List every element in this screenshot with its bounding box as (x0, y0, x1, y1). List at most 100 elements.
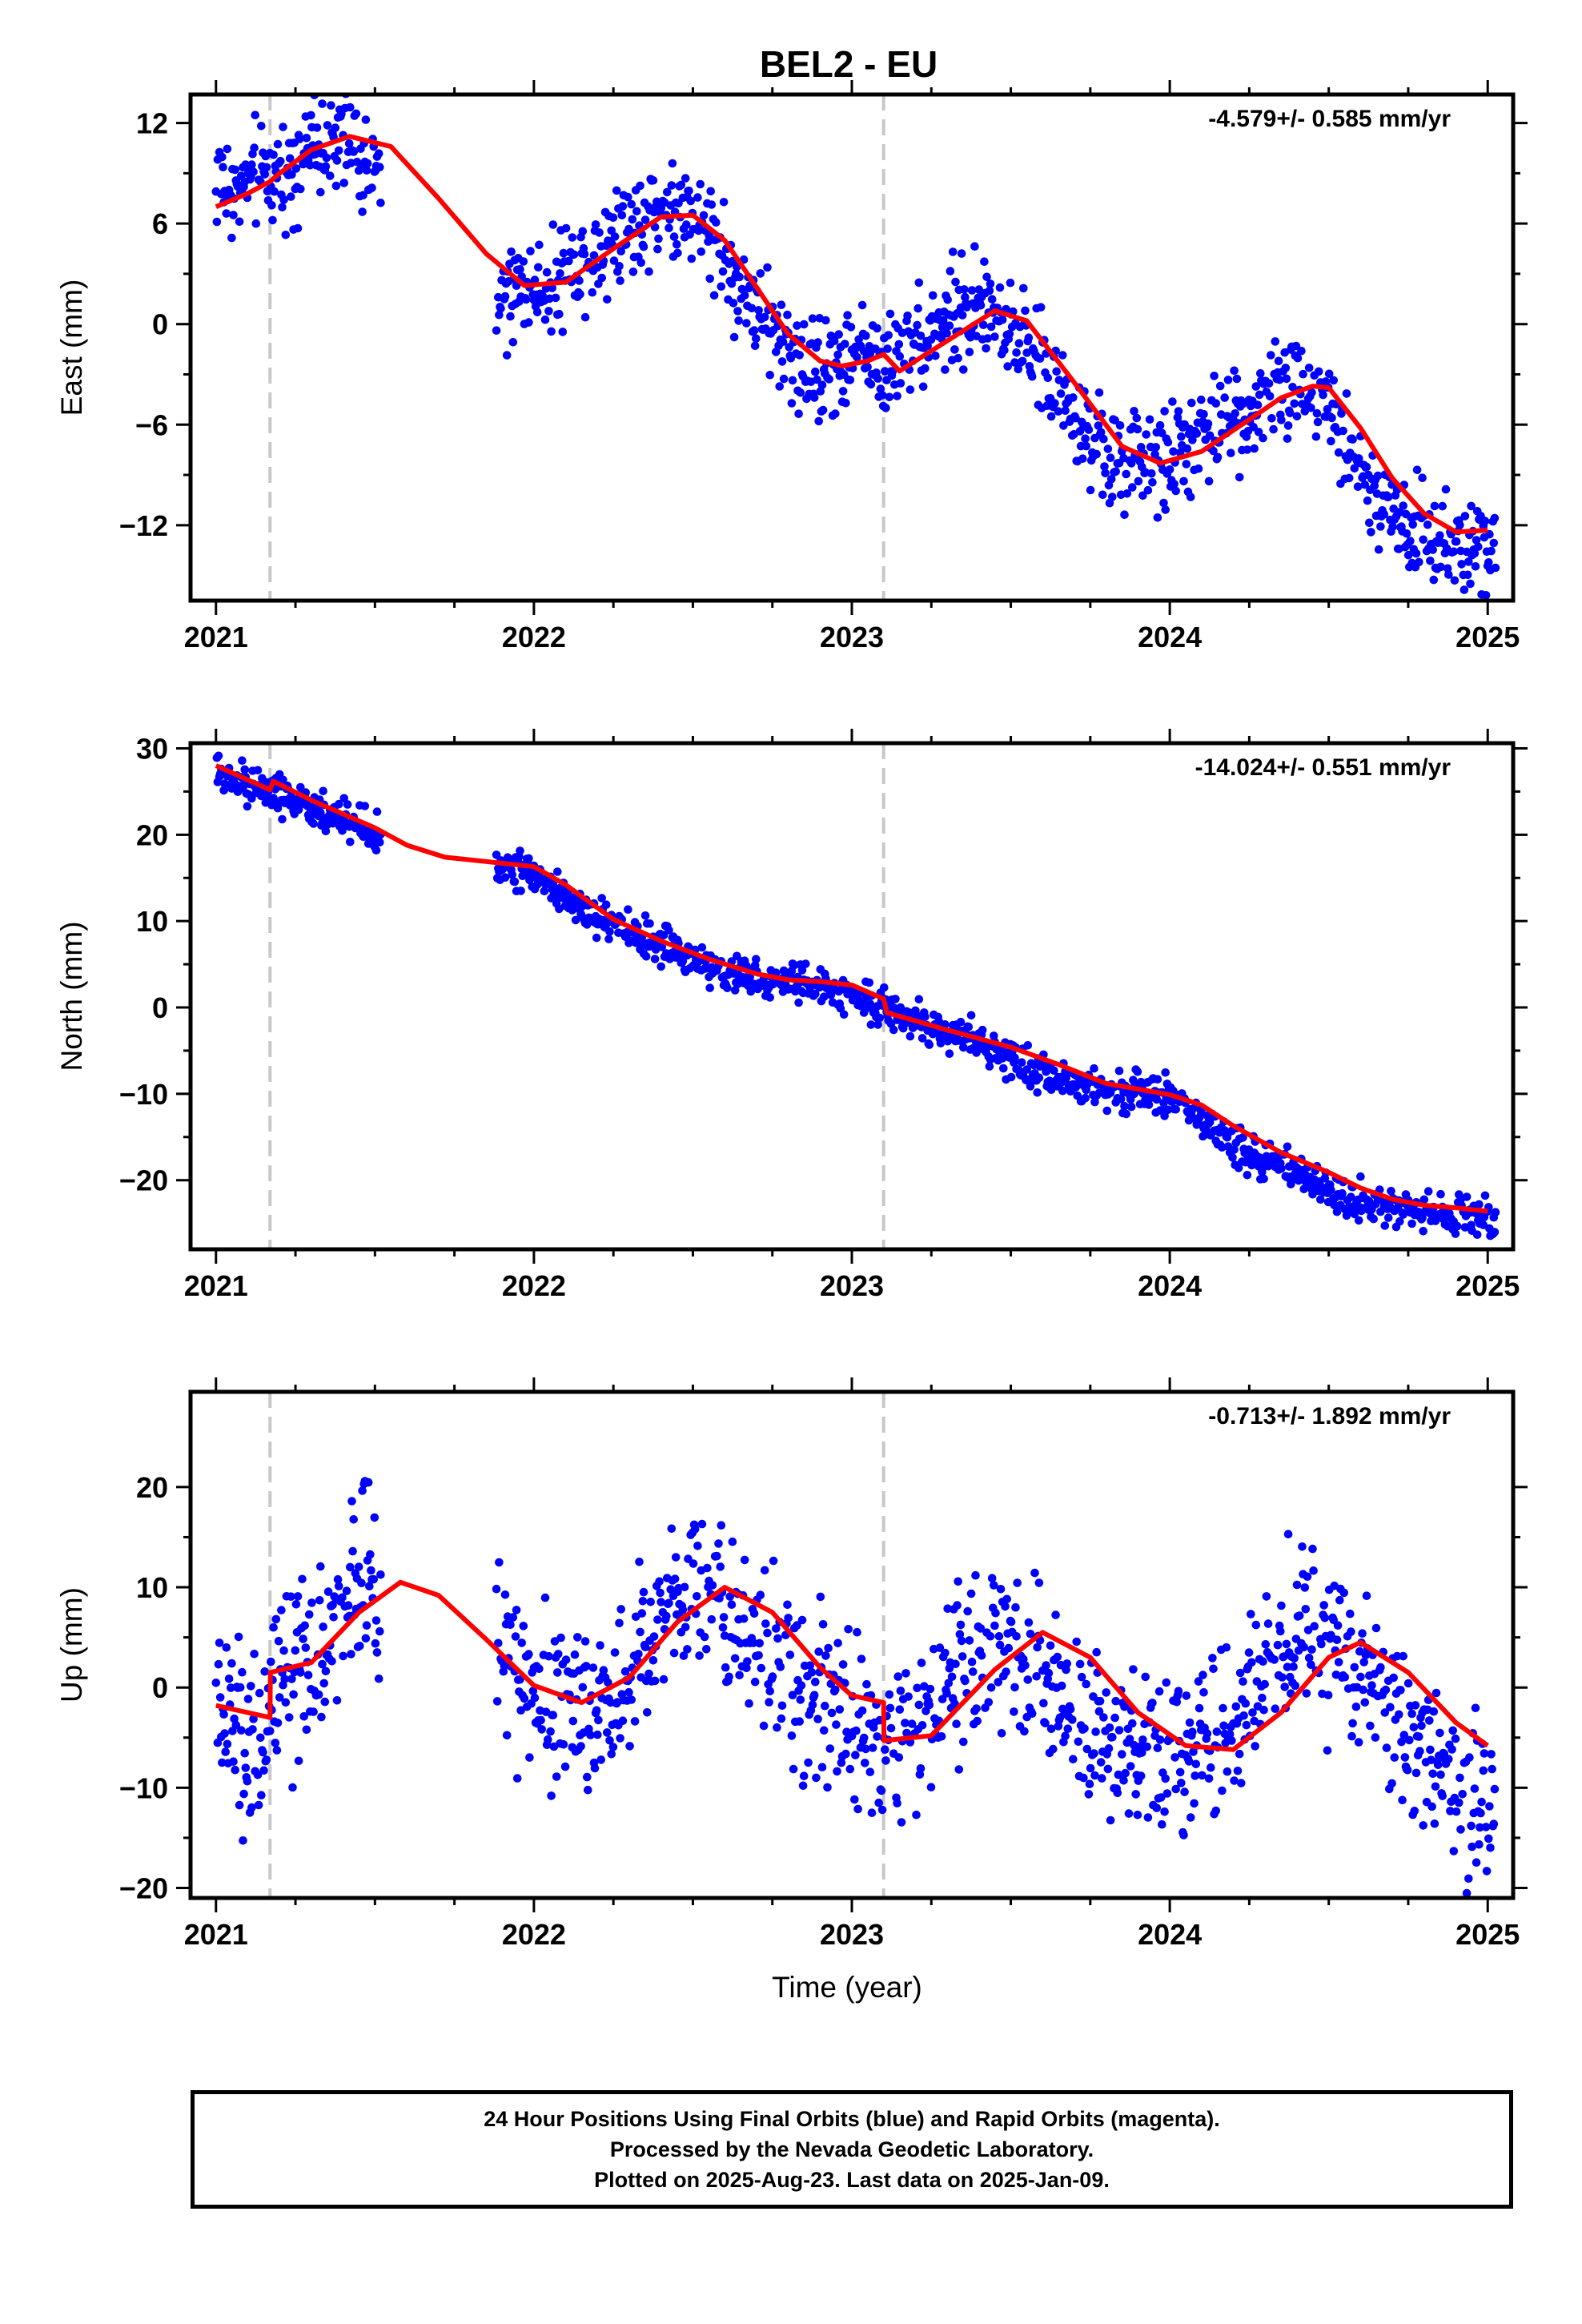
data-point (1339, 1588, 1348, 1598)
data-point (1471, 1703, 1480, 1713)
data-point (1072, 1637, 1081, 1647)
data-point (316, 1562, 325, 1571)
data-point (1452, 1221, 1462, 1231)
data-point (1059, 421, 1068, 430)
data-point (289, 1690, 298, 1699)
points-north (212, 751, 1500, 1240)
data-point (1171, 1784, 1180, 1794)
data-point (959, 1043, 968, 1052)
data-point (811, 989, 820, 999)
data-point (1022, 348, 1031, 357)
x-tick-label: 2022 (502, 621, 566, 653)
data-point (1259, 1706, 1268, 1715)
data-point (320, 1697, 330, 1707)
data-point (794, 409, 803, 418)
data-point (1407, 1219, 1416, 1228)
data-point (1023, 1675, 1033, 1684)
data-point (1491, 563, 1500, 573)
data-point (1104, 1744, 1114, 1753)
data-point (1311, 432, 1321, 441)
data-point (1282, 1639, 1291, 1649)
data-point (1383, 1213, 1393, 1222)
data-point (817, 1763, 827, 1771)
data-point (1010, 1053, 1019, 1063)
data-point (594, 1715, 603, 1725)
data-point (301, 1643, 311, 1652)
data-point (569, 250, 579, 259)
data-point (833, 350, 842, 360)
data-point (1299, 1642, 1308, 1652)
data-point (819, 1726, 829, 1735)
data-point (991, 1608, 1000, 1618)
data-point (787, 399, 797, 408)
data-point (1444, 570, 1453, 579)
data-point (789, 960, 799, 970)
data-point (1482, 1867, 1492, 1876)
data-point (725, 1672, 733, 1682)
data-point (941, 1648, 950, 1658)
x-axis-label: Time (year) (772, 1971, 922, 2004)
data-point (1283, 421, 1293, 430)
data-point (287, 170, 296, 179)
data-point (708, 1581, 717, 1590)
data-point (663, 187, 672, 197)
data-point (913, 304, 922, 313)
data-point (777, 1714, 786, 1723)
data-point (253, 1771, 263, 1779)
data-point (608, 213, 618, 223)
data-point (901, 1669, 910, 1678)
data-point (1380, 1221, 1390, 1230)
data-point (1163, 437, 1173, 447)
data-point (1399, 1731, 1409, 1739)
data-point (288, 1783, 297, 1792)
data-point (662, 1611, 671, 1621)
data-point (1077, 1672, 1086, 1682)
data-point (955, 1630, 965, 1638)
data-point (1403, 1766, 1412, 1775)
data-point (1286, 408, 1295, 418)
y-tick-label: −6 (135, 408, 168, 441)
data-point (223, 1739, 232, 1749)
data-point (1369, 1214, 1378, 1224)
data-point (1082, 1744, 1092, 1754)
data-point (284, 1713, 294, 1722)
data-point (516, 887, 525, 895)
data-point (901, 1719, 909, 1727)
data-point (984, 1698, 994, 1707)
data-point (1380, 1708, 1390, 1717)
data-point (801, 959, 810, 968)
data-point (976, 1624, 986, 1633)
x-tick-label: 2024 (1138, 1269, 1202, 1302)
data-point (627, 1695, 636, 1704)
data-point (1435, 1728, 1444, 1738)
data-point (656, 962, 665, 971)
data-point (544, 307, 553, 316)
data-point (650, 1676, 660, 1686)
data-point (618, 202, 628, 211)
data-point (693, 193, 702, 202)
data-point (358, 207, 367, 216)
data-point (1162, 1678, 1171, 1687)
data-point (1036, 303, 1046, 312)
data-point (635, 1558, 644, 1566)
data-point (1119, 1776, 1128, 1785)
data-point (1239, 1711, 1248, 1720)
data-point (818, 405, 828, 415)
data-point (893, 392, 901, 400)
data-point (1020, 1727, 1029, 1736)
data-point (1191, 1759, 1201, 1769)
data-point (650, 955, 660, 963)
data-point (1271, 337, 1280, 346)
data-point (1348, 1719, 1357, 1728)
data-point (247, 160, 256, 169)
data-point (215, 1693, 225, 1702)
data-point (1269, 424, 1278, 434)
data-point (1451, 1229, 1460, 1238)
data-point (845, 376, 855, 384)
data-point (1342, 389, 1351, 398)
data-point (243, 1695, 253, 1703)
data-point (307, 111, 315, 120)
data-point (827, 1708, 837, 1718)
data-point (873, 324, 881, 333)
data-point (1407, 1709, 1416, 1719)
